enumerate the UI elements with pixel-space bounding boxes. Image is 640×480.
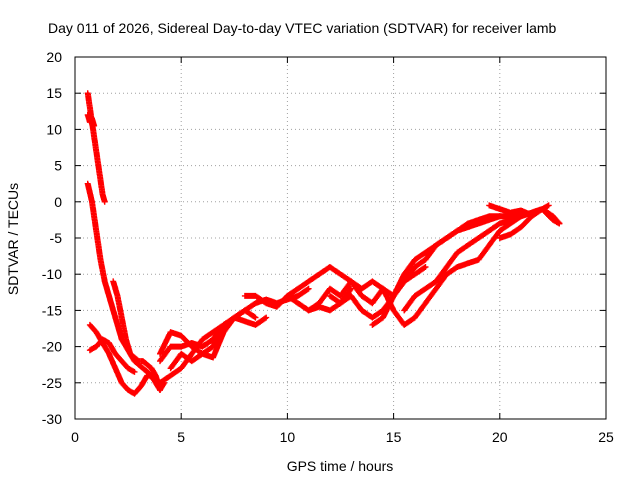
y-tick-label: 20: [46, 49, 62, 65]
y-tick-label: 10: [46, 121, 62, 137]
y-tick-label: -20: [42, 339, 62, 355]
y-tick-label: -30: [42, 411, 62, 427]
series-track-f: [86, 336, 138, 375]
y-axis-label: SDTVAR / TECUs: [5, 183, 21, 295]
data-point-markers: [157, 321, 227, 357]
x-tick-label: 25: [598, 429, 614, 445]
data-point-markers: [86, 336, 138, 375]
series-track-b: [84, 111, 98, 129]
y-tick-label: -10: [42, 266, 62, 282]
axis-ticks: 0 5 10 15 20 25 20 15 10 5 0 -5 -10 -15 -20 -25 -30: [42, 49, 614, 445]
x-tick-label: 5: [177, 429, 185, 445]
x-tick-label: 20: [492, 429, 508, 445]
data-point-markers: [486, 202, 552, 218]
x-tick-label: 0: [71, 429, 79, 445]
y-tick-label: 0: [54, 194, 62, 210]
series-track-t: [486, 202, 552, 218]
x-tick-label: 15: [386, 429, 402, 445]
x-axis-label: GPS time / hours: [287, 458, 394, 474]
y-tick-label: -15: [42, 302, 62, 318]
data-markers: [84, 90, 563, 397]
series-track-j: [157, 321, 227, 357]
chart-title: Day 011 of 2026, Sidereal Day-to-day VTE…: [48, 20, 557, 36]
y-tick-label: -5: [50, 230, 63, 246]
y-tick-label: 5: [54, 158, 62, 174]
x-tick-label: 10: [280, 429, 296, 445]
data-point-markers: [390, 209, 524, 299]
y-tick-label: 15: [46, 85, 62, 101]
series-track-p: [390, 209, 524, 299]
data-point-markers: [84, 111, 98, 129]
y-tick-label: -25: [42, 375, 62, 391]
